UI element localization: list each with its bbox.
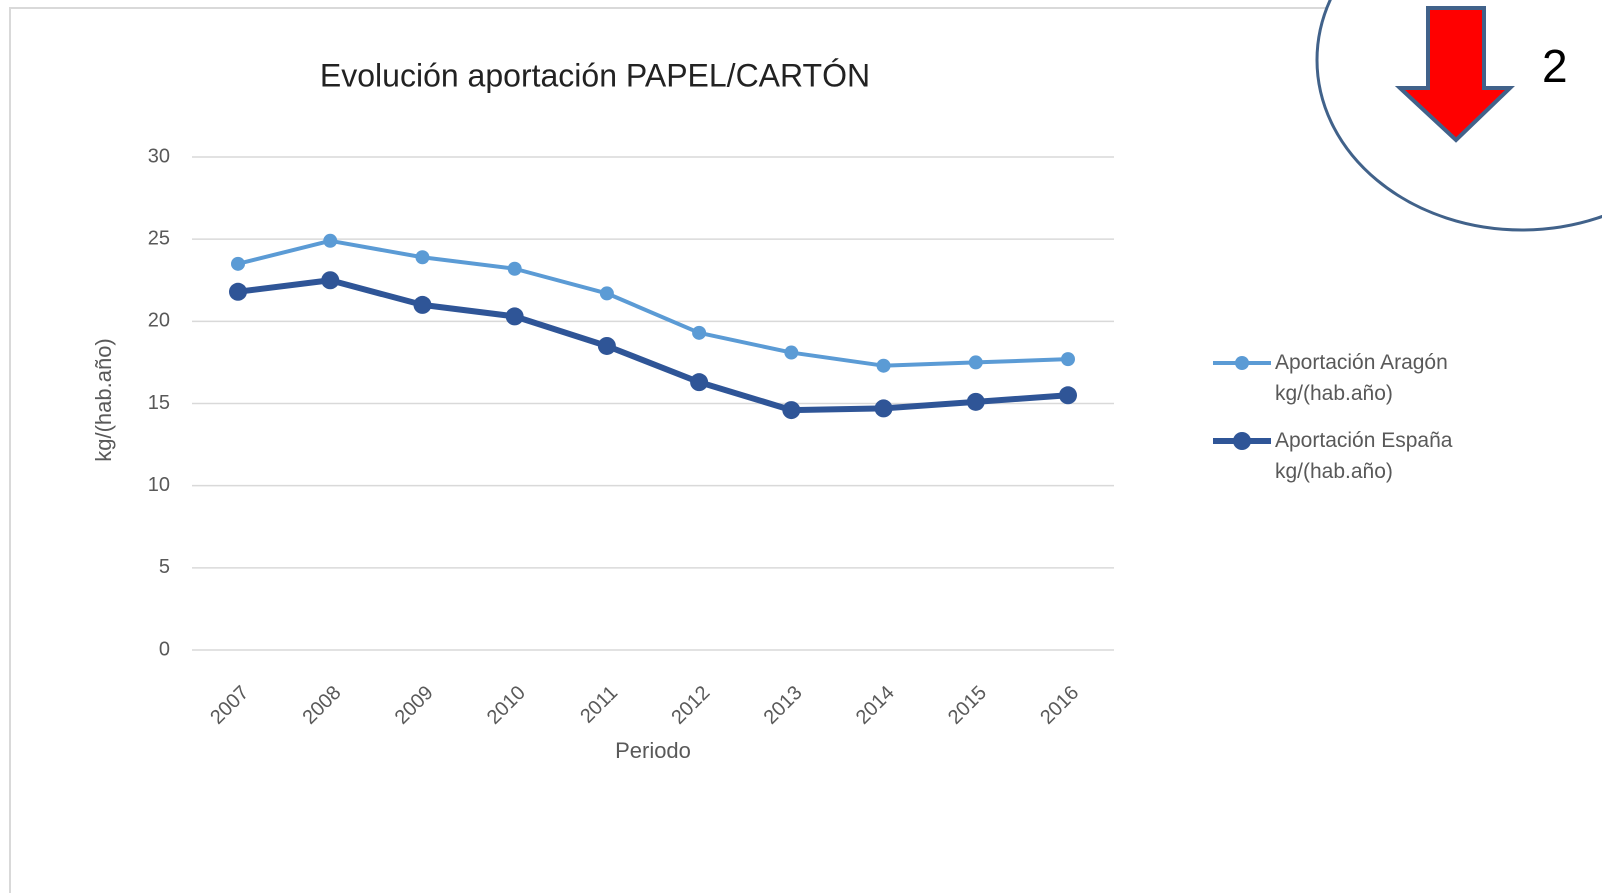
y-tick-label: 25 [148,227,170,249]
y-tick-label: 5 [159,556,170,578]
legend-marker [1235,356,1249,370]
data-point [231,256,245,271]
x-tick-label: 2013 [760,682,807,729]
data-point [874,399,893,418]
data-point [876,358,891,373]
data-point [229,282,247,301]
data-point [1059,386,1077,405]
data-point [784,345,799,360]
data-point [968,355,983,370]
series-line [237,277,1069,414]
data-point [415,250,430,265]
x-tick-label: 2011 [576,682,622,728]
x-axis-label: Periodo [615,738,691,763]
badge-text: 2 [1542,40,1568,92]
series-line [237,238,1069,368]
data-point [692,325,707,340]
down-arrow [1394,6,1515,143]
data-point [321,271,340,290]
data-point [507,261,522,276]
y-tick-label: 20 [148,310,170,332]
y-tick-label: 30 [148,145,170,167]
data-point [966,392,985,411]
x-tick-label: 2012 [667,682,714,729]
data-point [323,233,338,248]
legend-label: Aportación España kg/(hab.año) [1275,429,1453,483]
data-point [782,401,801,420]
x-tick-label: 2010 [483,682,530,729]
x-tick-label: 2008 [298,682,345,729]
x-tick-label: 2009 [391,682,438,729]
y-tick-label: 15 [148,392,170,414]
data-point [599,286,614,301]
data-point [1061,352,1075,367]
chart-frame [9,7,1602,893]
legend-label: Aportación Aragón kg/(hab.año) [1275,351,1448,405]
x-tick-label: 2015 [944,682,991,729]
data-point [413,295,432,314]
chart-title: Evolución aportación PAPEL/CARTÓN [320,57,870,93]
legend-marker [1233,432,1251,450]
data-point [597,336,616,355]
y-axis-label: kg/(hab.año) [91,338,116,462]
x-tick-label: 2014 [852,682,899,729]
x-tick-label: 2016 [1036,682,1083,729]
data-point [690,373,709,392]
data-point [505,307,524,326]
y-tick-label: 0 [159,638,170,660]
y-tick-label: 10 [148,474,170,496]
x-tick-label: 2007 [206,682,253,729]
